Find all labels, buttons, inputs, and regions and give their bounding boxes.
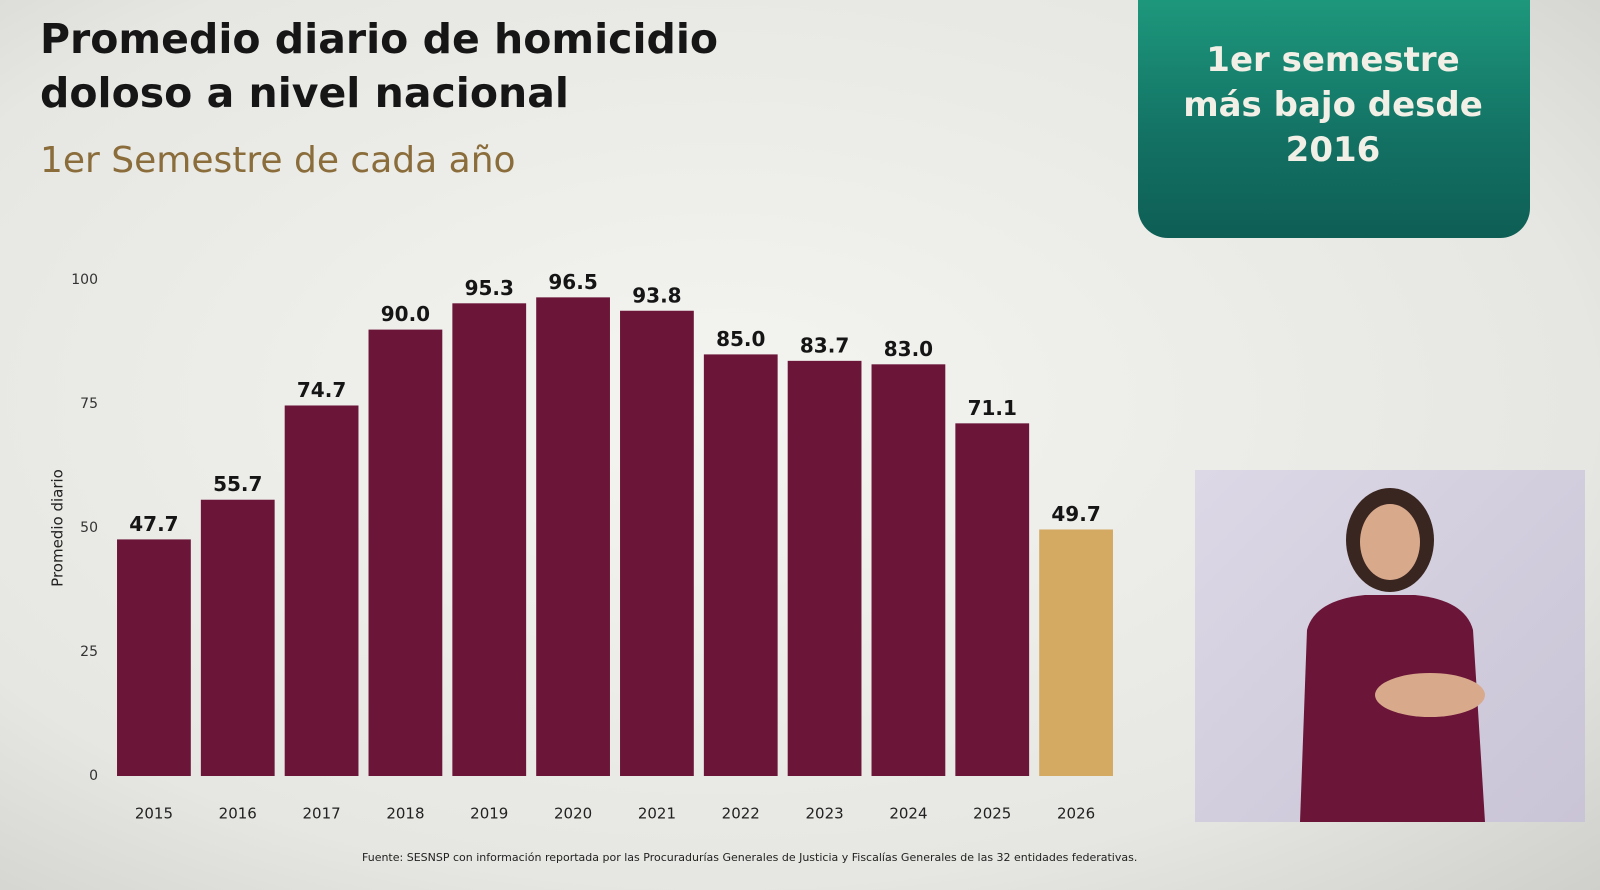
y-tick-label: 75 (80, 396, 98, 412)
x-tick-label: 2024 (889, 805, 927, 823)
chart-subtitle: 1er Semestre de cada año (40, 140, 516, 181)
hands (1375, 673, 1485, 717)
y-axis-label: Promedio diario (49, 469, 67, 587)
bar (284, 405, 359, 776)
annotation: 1er semestre más bajo desde 2016 (1183, 40, 1483, 170)
x-tick-label: 2019 (470, 805, 508, 823)
bar (536, 297, 610, 776)
bar (117, 539, 191, 776)
value-label: 96.5 (548, 270, 597, 294)
callout-box (1138, 0, 1530, 238)
x-tick-label: 2021 (638, 805, 676, 823)
value-label: 71.1 (968, 396, 1017, 420)
y-tick-label: 50 (80, 520, 98, 536)
x-tick-label: 2023 (805, 805, 843, 823)
value-label: 83.7 (800, 333, 849, 357)
bar (1039, 529, 1113, 776)
chart-title: Promedio diario de homicidio doloso a ni… (40, 15, 719, 117)
value-label: 83.0 (884, 337, 933, 361)
x-tick-label: 2016 (219, 805, 257, 823)
x-tick-label: 2018 (386, 805, 424, 823)
value-label: 93.8 (632, 283, 681, 307)
bar (200, 499, 275, 776)
value-label: 74.7 (297, 378, 346, 402)
value-label: 49.7 (1051, 502, 1100, 526)
value-label: 47.7 (129, 512, 178, 536)
x-tick-label: 2026 (1057, 805, 1095, 823)
bar (787, 360, 862, 776)
bar (620, 310, 694, 776)
y-tick-label: 100 (71, 272, 98, 288)
value-label: 85.0 (716, 327, 765, 351)
x-tick-label: 2025 (973, 805, 1011, 823)
interpreter-video (1195, 470, 1585, 822)
value-label: 55.7 (213, 472, 262, 496)
face (1360, 504, 1420, 580)
x-tick-label: 2017 (302, 805, 340, 823)
value-label: 90.0 (381, 302, 430, 326)
value-label: 95.3 (465, 276, 514, 300)
bar (703, 354, 778, 776)
y-tick-label: 25 (80, 644, 98, 660)
bar (955, 423, 1030, 776)
bar (368, 329, 443, 776)
bar (452, 303, 527, 776)
source-note: Fuente: SESNSP con información reportada… (362, 851, 1138, 864)
bar (871, 364, 946, 776)
x-tick-label: 2020 (554, 805, 592, 823)
x-tick-label: 2015 (135, 805, 173, 823)
interpreter-figure (1300, 488, 1485, 822)
x-tick-label: 2022 (722, 805, 760, 823)
y-tick-label: 0 (89, 768, 98, 784)
